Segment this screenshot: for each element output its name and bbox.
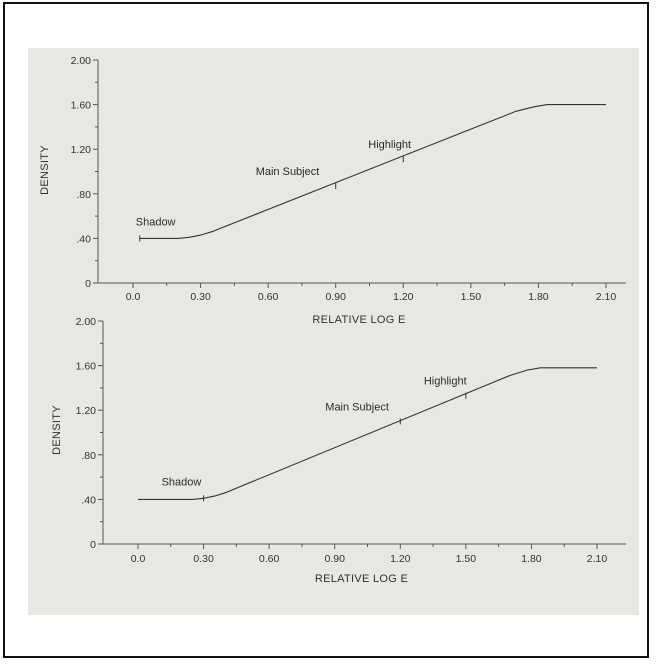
y-tick-label: 1.60	[76, 361, 97, 373]
annotation-label: Main Subject	[325, 401, 389, 413]
x-tick-label: 1.20	[390, 553, 411, 565]
x-tick-label: 0.30	[193, 553, 214, 565]
annotation-label: Highlight	[424, 376, 467, 388]
chart-bottom: 0 .40 .80 1.20 1.60 2.00 0.0 0.30 0.60 0.90 1.20 1.…	[51, 316, 626, 585]
x-tick-label: 0.90	[325, 291, 346, 303]
y-tick-label: 2.00	[71, 55, 92, 67]
y-tick-label: .40	[76, 233, 91, 245]
y-tick-label: 1.20	[71, 144, 92, 156]
x-tick-label: 1.80	[528, 291, 549, 303]
photo-background	[28, 48, 639, 615]
x-tick-label: 2.10	[587, 553, 608, 565]
y-tick-label: 2.00	[76, 316, 97, 328]
x-tick-label: 0.60	[259, 553, 280, 565]
x-tick-label: 0.60	[258, 291, 279, 303]
x-axis-title: RELATIVE LOG E	[312, 314, 405, 326]
figure-frame	[3, 2, 649, 658]
annotation-label: Highlight	[368, 139, 411, 151]
annotation-label: Main Subject	[256, 166, 320, 178]
y-tick-label: 0	[90, 539, 96, 551]
x-tick-label: 0.30	[190, 291, 211, 303]
y-tick-label: 1.20	[76, 405, 97, 417]
y-tick-label: 0	[85, 278, 91, 290]
x-axis-title: RELATIVE LOG E	[315, 573, 408, 585]
y-axis-title: DENSITY	[39, 145, 51, 195]
x-tick-label: 1.50	[461, 291, 482, 303]
characteristic-curve	[138, 367, 597, 500]
x-tick-label: 0.0	[131, 553, 146, 565]
x-tick-label: 0.90	[324, 553, 345, 565]
characteristic-curve	[139, 104, 606, 239]
y-tick-label: .80	[76, 189, 91, 201]
y-axis-title: DENSITY	[51, 405, 63, 455]
x-tick-label: 0.0	[126, 291, 141, 303]
x-tick-label: 1.50	[456, 553, 477, 565]
x-tick-label: 2.10	[596, 291, 617, 303]
annotation-label: Shadow	[136, 216, 176, 228]
x-tick-label: 1.20	[393, 291, 414, 303]
x-tick-label: 1.80	[521, 553, 542, 565]
chart-top: 0 .40 .80 1.20 1.60 2.00 0.0 0.30 0.60 0.90 1.20 1.…	[39, 55, 626, 326]
y-tick-label: 1.60	[71, 100, 92, 112]
y-tick-label: .40	[81, 494, 96, 506]
annotation-label: Shadow	[162, 476, 202, 488]
y-tick-label: .80	[81, 450, 96, 462]
